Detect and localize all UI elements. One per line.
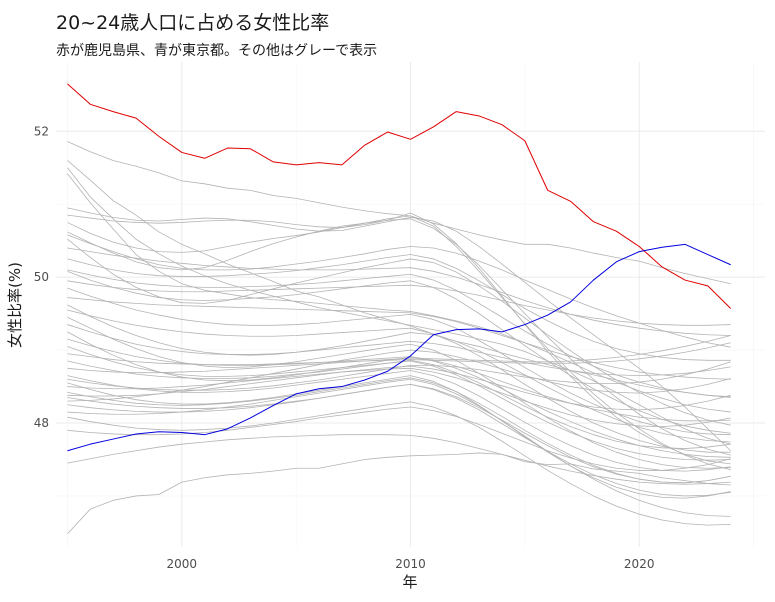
y-axis-title: 女性比率(%) bbox=[6, 262, 24, 348]
x-axis-title: 年 bbox=[402, 573, 417, 591]
other-series-line bbox=[67, 141, 731, 285]
other-series-line bbox=[67, 375, 731, 499]
other-series-line bbox=[67, 270, 731, 434]
other-series-line bbox=[67, 378, 731, 517]
other-series-line bbox=[67, 377, 731, 484]
other-series-line bbox=[67, 383, 731, 497]
other-series-line bbox=[67, 406, 731, 471]
other-series-line bbox=[67, 331, 731, 458]
grid bbox=[56, 62, 765, 547]
other-series-line bbox=[67, 309, 731, 453]
other-series-line bbox=[67, 269, 731, 398]
other-series-line bbox=[67, 342, 731, 366]
other-series-line bbox=[67, 304, 731, 443]
other-series-line bbox=[67, 359, 731, 449]
other-series-line bbox=[67, 316, 731, 469]
other-series-line bbox=[67, 238, 731, 426]
highlight-series-line bbox=[67, 243, 731, 452]
y-tick-label: 50 bbox=[34, 270, 49, 284]
other-series-line bbox=[67, 401, 731, 526]
other-series-line bbox=[67, 335, 731, 374]
axis-ticks: 2000 2010 2020 48 50 52 bbox=[34, 124, 655, 571]
other-series-line bbox=[67, 367, 731, 428]
chart-subtitle: 赤が鹿児島県、青が東京都。その他はグレーで表示 bbox=[56, 43, 378, 59]
highlight-lines bbox=[67, 83, 732, 452]
other-series-line bbox=[67, 212, 731, 465]
other-series-line bbox=[67, 173, 731, 413]
x-tick-label: 2000 bbox=[167, 557, 198, 571]
other-prefecture-lines bbox=[67, 141, 731, 535]
other-series-line bbox=[67, 287, 731, 436]
other-series-line bbox=[67, 349, 731, 402]
highlight-series-line bbox=[67, 83, 732, 309]
y-tick-label: 52 bbox=[34, 124, 49, 138]
x-tick-label: 2020 bbox=[624, 557, 655, 571]
other-series-line bbox=[67, 167, 731, 445]
other-series-line bbox=[67, 452, 731, 535]
other-series-line bbox=[67, 234, 731, 348]
y-tick-label: 48 bbox=[34, 416, 49, 430]
other-series-line bbox=[67, 365, 731, 411]
other-series-line bbox=[67, 215, 731, 471]
other-series-line bbox=[67, 280, 731, 326]
other-series-line bbox=[67, 297, 731, 380]
other-series-line bbox=[67, 338, 731, 422]
other-series-line bbox=[67, 383, 731, 484]
other-series-line bbox=[67, 324, 731, 377]
chart-title: 20~24歳人口に占める女性比率 bbox=[56, 12, 330, 34]
x-tick-label: 2010 bbox=[395, 557, 426, 571]
other-series-line bbox=[67, 247, 731, 336]
other-series-line bbox=[67, 254, 731, 361]
other-series-line bbox=[67, 218, 731, 456]
other-series-line bbox=[67, 434, 731, 485]
